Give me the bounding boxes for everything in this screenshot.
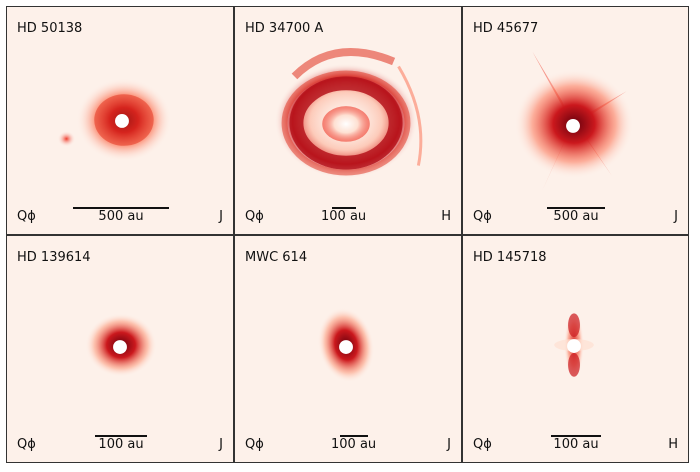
band-label: J xyxy=(219,437,223,452)
scale-label: 100 au xyxy=(553,437,599,452)
disk-image xyxy=(57,78,172,162)
image-grid: HD 50138 Qϕ 500 au J xyxy=(6,6,693,465)
q-phi-label: Qϕ xyxy=(17,209,36,224)
star-name: MWC 614 xyxy=(245,250,308,265)
scale-label: 100 au xyxy=(98,437,144,452)
scale-label: 500 au xyxy=(98,209,144,224)
panel-hd-45677: HD 45677 Qϕ 500 au J xyxy=(462,6,689,235)
panel-hd-34700-a: HD 34700 A Qϕ 100 au H xyxy=(234,6,462,235)
scale-bar: 100 au xyxy=(331,435,376,452)
band-label: J xyxy=(447,437,451,452)
star-name: HD 50138 xyxy=(17,21,83,36)
star-name: HD 139614 xyxy=(17,250,91,265)
scale-label: 500 au xyxy=(553,209,599,224)
disk-image xyxy=(554,311,594,379)
star-name: HD 45677 xyxy=(473,21,539,36)
disk-image xyxy=(514,51,634,191)
panel-hd-139614: HD 139614 Qϕ 100 au J xyxy=(6,235,234,463)
panel-hd-50138: HD 50138 Qϕ 500 au J xyxy=(6,6,234,235)
scale-bar: 500 au xyxy=(547,207,605,224)
q-phi-label: Qϕ xyxy=(245,437,264,452)
band-label: J xyxy=(674,209,678,224)
q-phi-label: Qϕ xyxy=(245,209,264,224)
band-label: J xyxy=(219,209,223,224)
q-phi-label: Qϕ xyxy=(17,437,36,452)
scale-bar: 500 au xyxy=(73,207,169,224)
disk-image xyxy=(317,307,375,383)
disk-image xyxy=(85,313,157,377)
scale-label: 100 au xyxy=(331,437,377,452)
band-label: H xyxy=(441,209,451,224)
scale-label: 100 au xyxy=(321,209,367,224)
scale-bar: 100 au xyxy=(321,207,366,224)
disk-image xyxy=(274,48,423,179)
q-phi-label: Qϕ xyxy=(473,209,492,224)
scale-bar: 100 au xyxy=(95,435,147,452)
star-name: HD 34700 A xyxy=(245,21,324,36)
panel-mwc-614: MWC 614 Qϕ 100 au J xyxy=(234,235,462,463)
band-label: H xyxy=(668,437,678,452)
panel-hd-145718: HD 145718 Qϕ 100 au H xyxy=(462,235,689,463)
q-phi-label: Qϕ xyxy=(473,437,492,452)
scale-bar: 100 au xyxy=(551,435,601,452)
star-name: HD 145718 xyxy=(473,250,547,265)
